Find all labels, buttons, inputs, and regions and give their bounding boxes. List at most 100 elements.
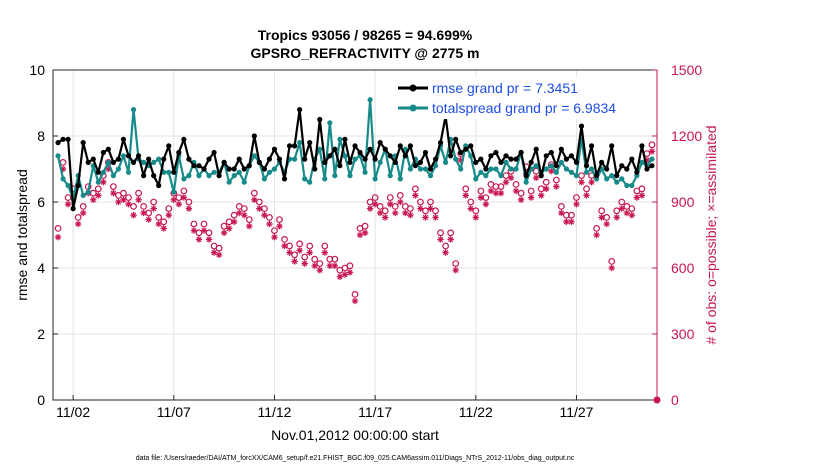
obs-assimilated-point	[583, 192, 590, 199]
totalspread-point	[292, 156, 298, 162]
totalspread-point	[362, 169, 368, 175]
obs-assimilated-point	[215, 251, 223, 258]
rmse-point	[105, 146, 111, 152]
rmse-point	[317, 116, 323, 123]
rmse-point	[629, 156, 635, 162]
rmse-point	[120, 136, 127, 142]
totalspread-point	[322, 176, 328, 182]
obs-assimilated-point	[155, 220, 162, 228]
obs-assimilated-point	[558, 209, 565, 217]
totalspread-point	[649, 156, 655, 162]
obs-possible-point	[245, 216, 253, 224]
asterisk-stroke	[503, 179, 509, 185]
rmse-point	[342, 136, 348, 142]
rmse-point	[427, 166, 434, 172]
obs-possible-point	[396, 191, 404, 199]
rmse-point	[261, 166, 267, 172]
obs-assimilated-point	[180, 194, 188, 201]
asterisk-stroke	[55, 234, 61, 240]
totalspread-point	[251, 153, 257, 159]
rmse-point	[609, 143, 615, 149]
totalspread-point	[85, 189, 91, 195]
rmse-point	[196, 163, 202, 169]
rmse-point	[337, 163, 343, 169]
obs-assimilated-point	[608, 264, 615, 272]
asterisk-stroke	[362, 230, 368, 236]
obs-assimilated-point	[568, 218, 575, 225]
rmse-point	[619, 163, 625, 169]
rmse-point	[588, 143, 595, 149]
obs-assimilated-point	[588, 179, 595, 186]
rmse-series	[55, 107, 655, 212]
totalspread-point	[95, 179, 101, 185]
obs-assimilated-point	[527, 194, 535, 201]
rmse-point	[508, 156, 514, 162]
obs-possible-point	[276, 216, 283, 224]
totalspread-point	[407, 166, 413, 172]
asterisk-stroke	[241, 212, 247, 218]
rmse-point	[125, 153, 132, 159]
totalspread-point	[342, 153, 348, 159]
asterisk-stroke	[352, 298, 358, 304]
obs-possible-point	[215, 244, 223, 252]
obs-assimilated-point	[170, 196, 177, 203]
rmse-point	[80, 140, 86, 146]
obs-assimilated-point	[64, 201, 72, 208]
asterisk-stroke	[568, 219, 575, 225]
obs-assimilated-point	[447, 236, 454, 243]
y2-axis-label: # of obs: o=possible; ×=assimilated	[703, 125, 719, 344]
obs-possible-point	[165, 205, 173, 213]
rmse-point	[347, 159, 353, 165]
asterisk-stroke	[236, 210, 242, 216]
totalspread-point	[120, 153, 127, 159]
rmse-point	[543, 153, 549, 159]
obs-possible-point	[54, 224, 62, 232]
obs-possible-point	[412, 185, 419, 193]
obs-possible-point	[512, 180, 520, 188]
legend-rmse-label: rmse grand pr = 7.3451	[432, 80, 578, 96]
rmse-point	[437, 140, 444, 146]
asterisk-stroke	[130, 212, 137, 218]
obs-assimilated-point	[512, 187, 520, 195]
obs-assimilated-point	[623, 209, 630, 217]
asterisk-stroke	[156, 221, 162, 227]
rmse-point	[312, 166, 318, 172]
y-tick-label: 2	[37, 326, 45, 342]
asterisk-stroke	[302, 260, 308, 267]
rmse-point	[493, 149, 499, 156]
obs-assimilated-point	[538, 192, 545, 199]
obs-possible-point	[301, 253, 309, 261]
obs-assimilated-point	[130, 212, 137, 219]
asterisk-stroke	[80, 210, 86, 216]
obs-assimilated-point	[145, 216, 152, 223]
totalspread-point	[614, 179, 620, 185]
obs-assimilated-point	[241, 212, 248, 219]
obs-possible-point	[240, 205, 248, 213]
totalspread-point	[483, 173, 489, 179]
rmse-point	[236, 156, 242, 162]
obs-assimilated-point	[160, 225, 167, 232]
plot-background	[53, 70, 657, 400]
asterisk-stroke	[583, 192, 590, 199]
asterisk-stroke	[588, 179, 595, 185]
asterisk-stroke	[548, 168, 554, 174]
asterisk-stroke	[226, 225, 232, 232]
obs-assimilated-point	[311, 262, 318, 269]
asterisk-stroke	[573, 201, 580, 207]
rmse-point	[453, 136, 459, 142]
asterisk-stroke	[256, 205, 263, 212]
asterisk-stroke	[427, 205, 434, 212]
asterisk-stroke	[629, 212, 635, 218]
asterisk-stroke	[357, 232, 363, 238]
totalspread-point	[548, 163, 554, 169]
asterisk-stroke	[518, 197, 524, 203]
asterisk-stroke	[483, 201, 489, 207]
obs-assimilated-point	[598, 214, 605, 221]
obs-assimilated-point	[437, 236, 444, 243]
totalspread-point	[105, 159, 111, 165]
rmse-point	[206, 156, 212, 162]
obs-assimilated-point	[115, 198, 122, 206]
obs-assimilated-point	[382, 214, 389, 221]
obs-assimilated-point	[336, 273, 344, 280]
